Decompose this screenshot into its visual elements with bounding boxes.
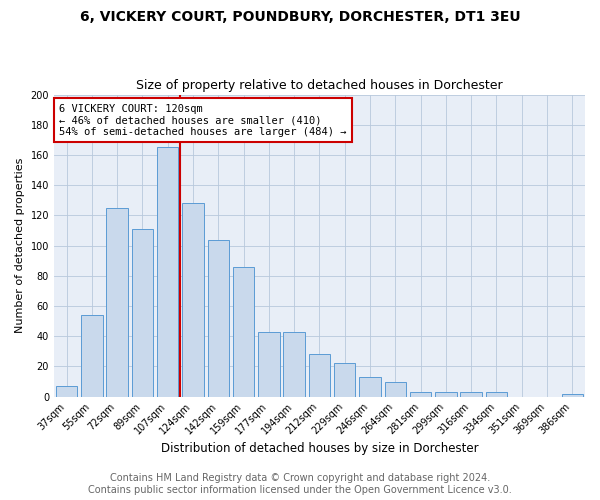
Bar [233,267,254,396]
Bar [334,364,355,396]
Bar [410,392,431,396]
Y-axis label: Number of detached properties: Number of detached properties [15,158,25,334]
Text: Contains HM Land Registry data © Crown copyright and database right 2024.
Contai: Contains HM Land Registry data © Crown c… [88,474,512,495]
Bar [309,354,330,397]
Bar [208,240,229,396]
X-axis label: Distribution of detached houses by size in Dorchester: Distribution of detached houses by size … [161,442,478,455]
Bar [435,392,457,396]
Title: Size of property relative to detached houses in Dorchester: Size of property relative to detached ho… [136,79,503,92]
Bar [106,208,128,396]
Text: 6, VICKERY COURT, POUNDBURY, DORCHESTER, DT1 3EU: 6, VICKERY COURT, POUNDBURY, DORCHESTER,… [80,10,520,24]
Bar [258,332,280,396]
Bar [359,377,381,396]
Bar [460,392,482,396]
Bar [81,315,103,396]
Bar [486,392,507,396]
Bar [562,394,583,396]
Bar [157,148,178,396]
Text: 6 VICKERY COURT: 120sqm
← 46% of detached houses are smaller (410)
54% of semi-d: 6 VICKERY COURT: 120sqm ← 46% of detache… [59,104,347,137]
Bar [283,332,305,396]
Bar [131,229,153,396]
Bar [182,204,204,396]
Bar [385,382,406,396]
Bar [56,386,77,396]
